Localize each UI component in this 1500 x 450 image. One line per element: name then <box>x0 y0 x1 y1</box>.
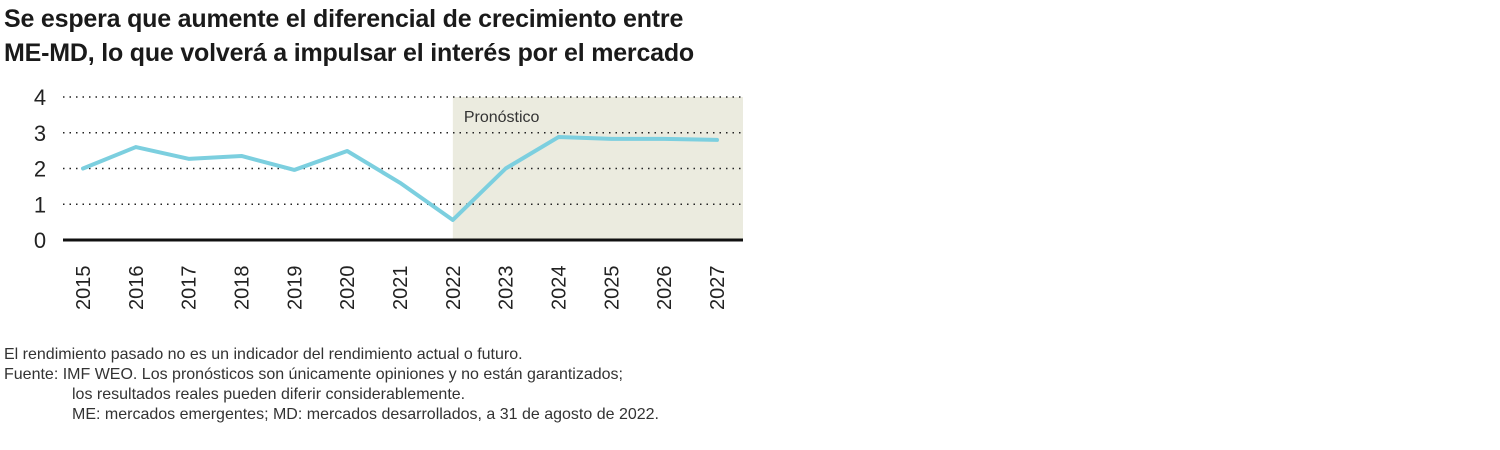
y-tick-label: 2 <box>34 157 46 182</box>
title-line-2: ME-MD, lo que volverá a impulsar el inte… <box>4 39 694 67</box>
note-results: los resultados reales pueden diferir con… <box>72 386 466 403</box>
footnotes: El rendimiento pasado no es un indicador… <box>4 345 659 425</box>
x-tick-label: 2024 <box>549 266 571 311</box>
x-tick-label: 2016 <box>126 266 148 311</box>
x-tick-label: 2017 <box>179 266 201 311</box>
note-disclaimer: El rendimiento pasado no es un indicador… <box>4 346 523 363</box>
x-tick-label: 2020 <box>337 266 359 311</box>
note-abbreviations: ME: mercados emergentes; MD: mercados de… <box>72 406 659 423</box>
y-tick-label: 3 <box>34 121 46 146</box>
y-tick-label: 1 <box>34 192 46 217</box>
line-chart: Pronóstico 0 1 2 3 4 2015 2016 2017 2018 2019 2020 2… <box>34 85 743 311</box>
forecast-label: Pronóstico <box>464 109 540 126</box>
title-line-1: Se espera que aumente el diferencial de … <box>4 5 684 33</box>
x-tick-label: 2022 <box>443 266 465 311</box>
x-tick-label: 2025 <box>601 266 623 311</box>
x-tick-label: 2027 <box>707 266 729 311</box>
y-tick-label: 4 <box>34 85 46 110</box>
x-tick-label: 2021 <box>390 266 412 311</box>
note-source: Fuente: IMF WEO. Los pronósticos son úni… <box>4 366 623 383</box>
x-tick-label: 2023 <box>496 266 518 311</box>
y-tick-label: 0 <box>34 228 46 253</box>
x-tick-label: 2018 <box>232 266 254 311</box>
x-tick-label: 2019 <box>284 266 306 311</box>
x-tick-label: 2015 <box>73 266 95 311</box>
chart-title: Se espera que aumente el diferencial de … <box>4 2 694 70</box>
x-tick-label: 2026 <box>654 266 676 311</box>
